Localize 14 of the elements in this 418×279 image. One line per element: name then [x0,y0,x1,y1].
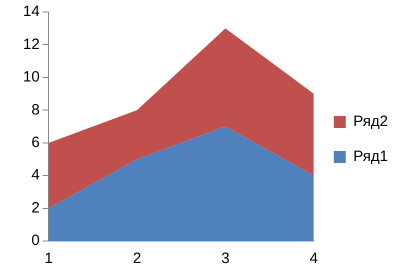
x-tick-label: 3 [221,250,230,268]
y-tick-label: 8 [31,101,40,118]
y-tick-label: 2 [31,199,40,216]
x-tick-label: 4 [310,250,318,268]
x-tick-label: 2 [132,250,142,268]
legend-label: Ряд2 [353,113,388,130]
y-tick-label: 10 [22,68,40,86]
legend-label: Ряд1 [353,148,388,166]
y-tick-label: 4 [31,166,40,184]
y-tick-label: 6 [31,134,40,151]
y-tick-label: 12 [22,36,40,53]
y-tick-label: 0 [31,232,40,250]
y-tick-label: 14 [22,3,40,20]
x-tick-label: 1 [44,250,53,268]
